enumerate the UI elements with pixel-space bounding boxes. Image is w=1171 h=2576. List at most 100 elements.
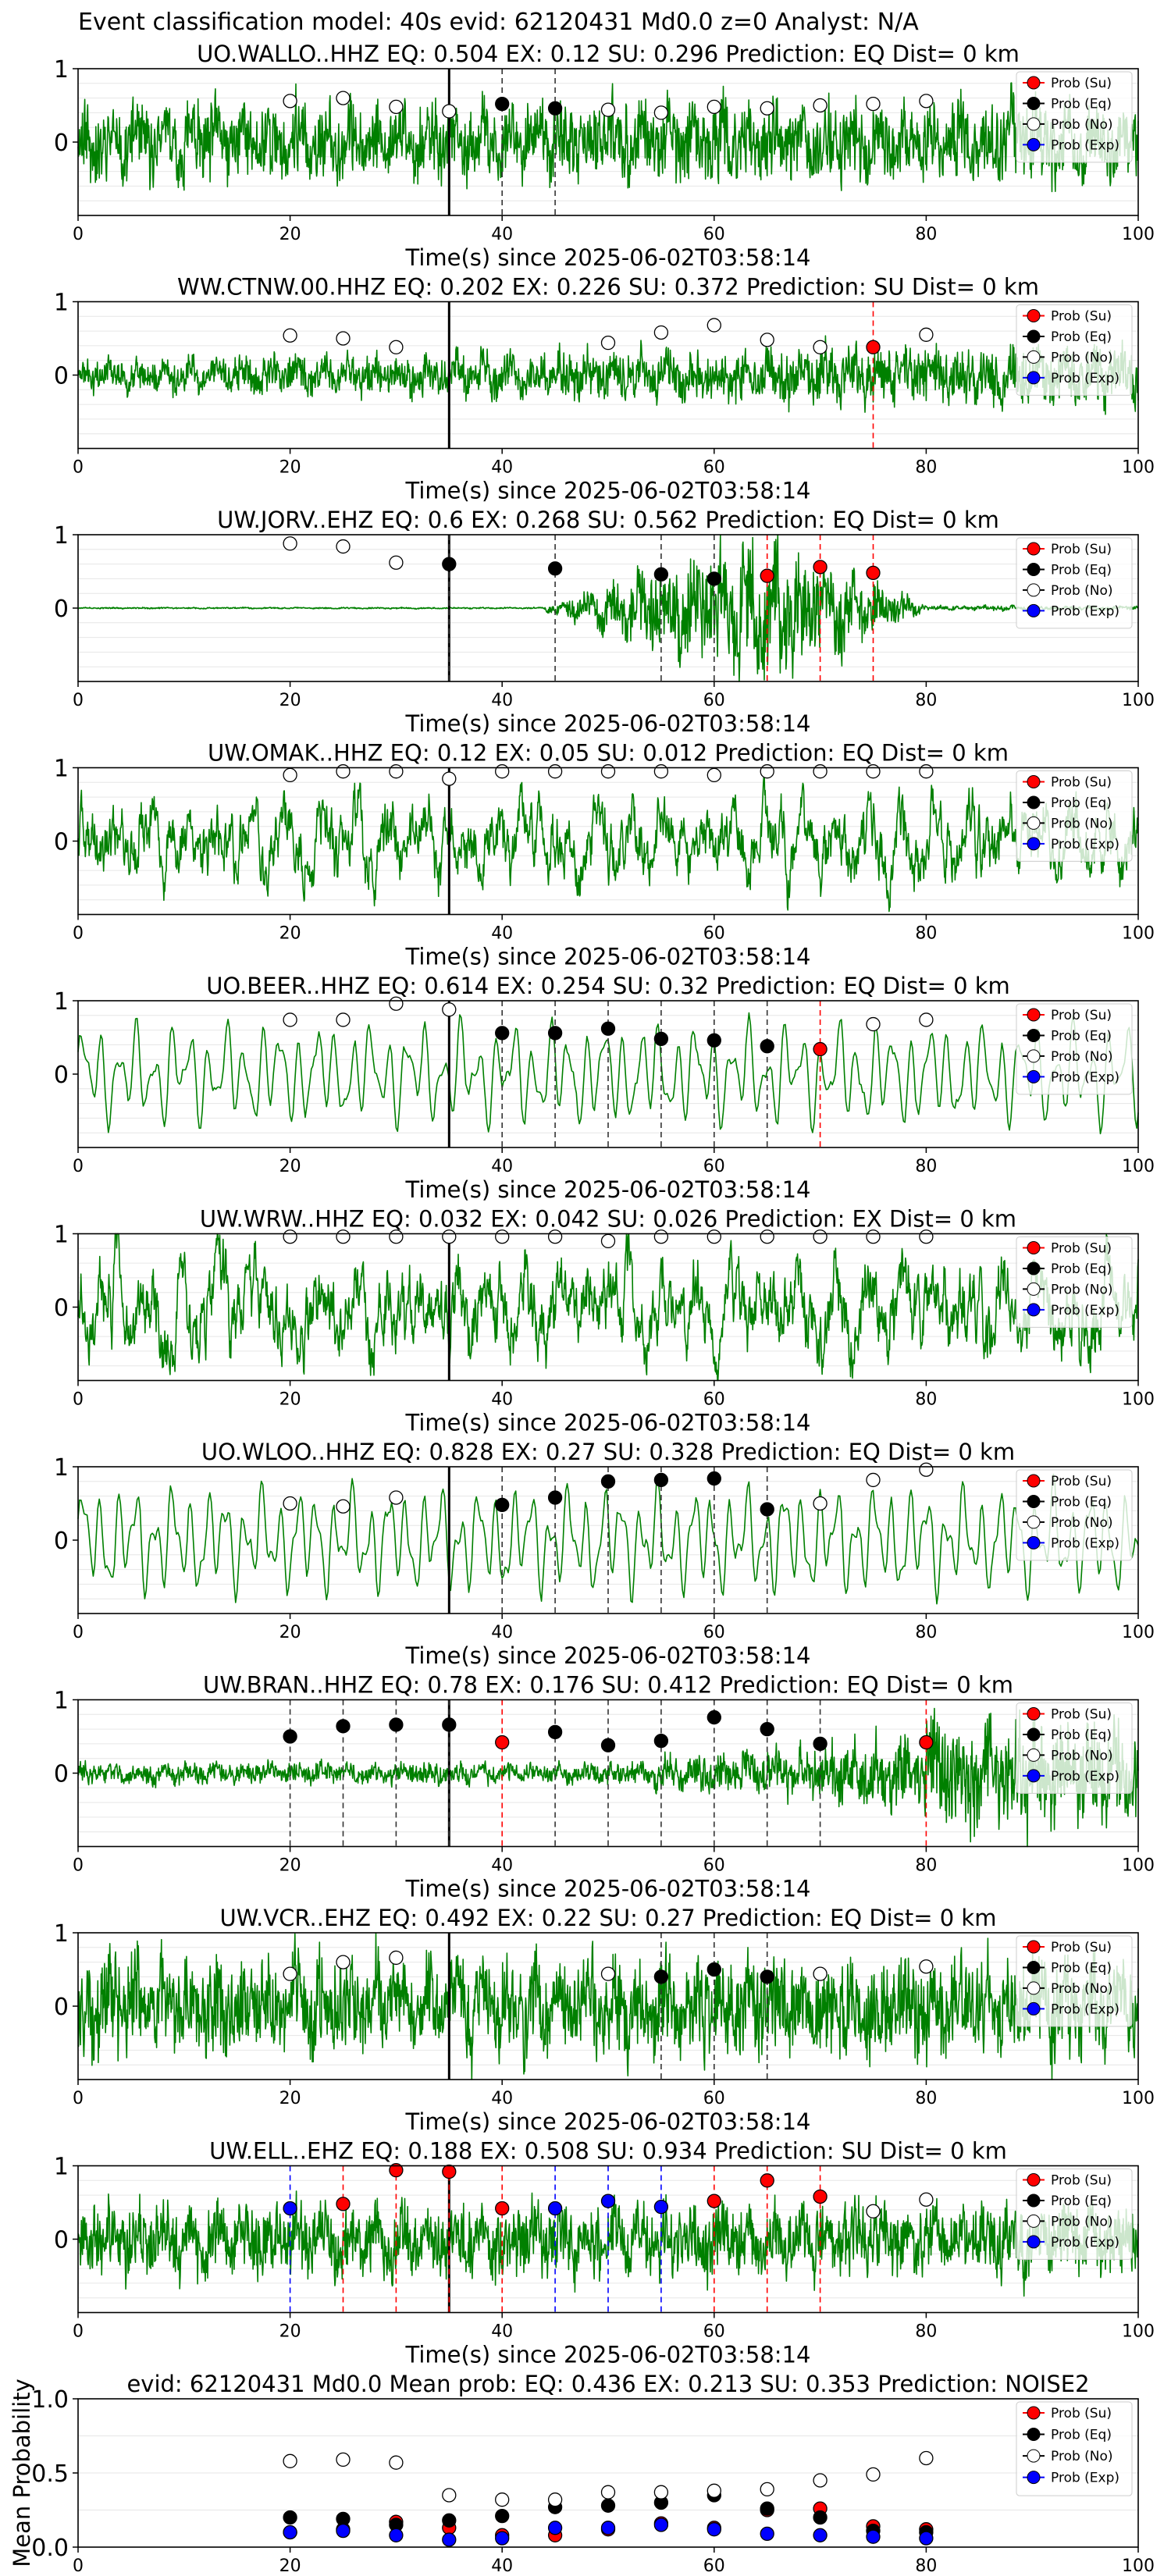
legend-label: Prob (No): [1051, 1282, 1113, 1297]
x-tick-label: 0: [73, 2322, 84, 2342]
legend-marker: [1027, 795, 1041, 809]
y-tick-label: 0: [54, 1295, 69, 1322]
legend-marker: [1027, 1707, 1041, 1720]
y-tick-label: 1: [54, 1222, 69, 1249]
x-tick-label: 100: [1122, 1623, 1155, 1642]
panel: UW.JORV..EHZ EQ: 0.6 EX: 0.268 SU: 0.562…: [54, 507, 1155, 737]
prob-point: [336, 539, 351, 554]
panel-title: UW.VCR..EHZ EQ: 0.492 EX: 0.22 SU: 0.27 …: [220, 1905, 997, 1931]
x-tick-label: 20: [279, 924, 301, 944]
legend-label: Prob (Eq): [1051, 2428, 1112, 2443]
prob-point: [389, 2162, 404, 2178]
panel: UW.VCR..EHZ EQ: 0.492 EX: 0.22 SU: 0.27 …: [54, 1905, 1155, 2135]
prob-point: [760, 1039, 774, 1054]
x-tick-label: 20: [279, 691, 301, 710]
prob-point: [495, 764, 510, 779]
legend-box: [1016, 71, 1133, 163]
mean-prob-point: [653, 2485, 669, 2500]
prob-point: [600, 2194, 616, 2208]
prob-point: [442, 2164, 457, 2179]
legend-label: Prob (Exp): [1051, 137, 1119, 153]
mean-prob-point: [283, 2524, 297, 2540]
legend-marker: [1027, 603, 1041, 617]
legend-marker: [1027, 562, 1041, 576]
prob-point: [336, 1229, 351, 1244]
prob-point: [442, 1229, 457, 1244]
panel-title: UO.WLOO..HHZ EQ: 0.828 EX: 0.27 SU: 0.32…: [201, 1439, 1015, 1465]
x-tick-label: 80: [915, 458, 937, 478]
x-axis-label: Time(s) since 2025-06-02T03:58:14: [405, 478, 811, 504]
legend-label: Prob (Exp): [1051, 837, 1119, 852]
legend-label: Prob (No): [1051, 583, 1113, 599]
mean-prob-point: [760, 2501, 774, 2516]
legend-label: Prob (Exp): [1051, 2235, 1119, 2250]
prob-point: [866, 1016, 881, 1032]
prob-point: [760, 1969, 774, 1984]
panel: UW.BRAN..HHZ EQ: 0.78 EX: 0.176 SU: 0.41…: [54, 1672, 1155, 1902]
mean-prob-point: [283, 2453, 297, 2468]
panel: UW.WRW..HHZ EQ: 0.032 EX: 0.042 SU: 0.02…: [54, 1206, 1155, 1436]
legend-label: Prob (Eq): [1051, 1727, 1112, 1743]
mean-prob-point: [866, 2467, 881, 2482]
mean-prob-point: [442, 2513, 457, 2528]
prob-point: [336, 1719, 351, 1734]
prob-point: [813, 1229, 828, 1244]
y-tick-label: 0: [54, 596, 69, 623]
legend-label: Prob (Su): [1051, 2173, 1112, 2189]
x-tick-label: 0: [73, 225, 84, 244]
prob-point: [336, 1955, 351, 1969]
prob-point: [336, 1012, 351, 1027]
prob-point: [442, 771, 457, 786]
prob-point: [707, 1962, 721, 1977]
legend-box: [1016, 2401, 1133, 2496]
x-axis-label: Time(s) since 2025-06-02T03:58:14: [405, 2108, 811, 2135]
mean-prob-point: [760, 2482, 774, 2497]
prob-point: [813, 1966, 828, 1981]
prob-point: [813, 1041, 828, 1057]
prob-point: [389, 764, 404, 779]
y-tick-label: 1.0: [31, 2386, 69, 2414]
prob-point: [813, 560, 828, 575]
legend-marker: [1027, 1049, 1041, 1063]
prob-point: [600, 335, 616, 350]
prob-point: [707, 767, 721, 783]
legend-label: Prob (Su): [1051, 76, 1112, 91]
prob-point: [283, 1496, 297, 1511]
legend-box: [1016, 2169, 1133, 2260]
legend-marker: [1027, 1769, 1041, 1783]
legend-label: Prob (No): [1051, 816, 1113, 831]
mean-prob-point: [389, 2528, 404, 2542]
panel-title: UW.BRAN..HHZ EQ: 0.78 EX: 0.176 SU: 0.41…: [203, 1672, 1013, 1699]
y-tick-label: 0.5: [31, 2460, 69, 2488]
y-tick-label: 1: [54, 988, 69, 1016]
waveform-trace: [77, 1932, 1139, 2080]
legend-label: Prob (Su): [1051, 1008, 1112, 1023]
prob-point: [442, 1002, 457, 1017]
legend-marker: [1027, 583, 1041, 597]
x-axis-label: Time(s) since 2025-06-02T03:58:14: [405, 1176, 811, 1203]
legend-marker: [1027, 2214, 1041, 2228]
prob-point: [600, 764, 616, 779]
legend-label: Prob (No): [1051, 2214, 1113, 2229]
prob-point: [336, 331, 351, 346]
x-tick-label: 20: [279, 1623, 301, 1642]
x-tick-label: 0: [73, 924, 84, 944]
y-tick-label: 0: [54, 1062, 69, 1089]
x-tick-label: 40: [491, 1157, 513, 1176]
prob-point: [760, 2173, 774, 2188]
mean-prob-point: [336, 2452, 351, 2467]
x-tick-label: 40: [491, 1390, 513, 1410]
prob-point: [919, 327, 934, 342]
x-tick-label: 80: [915, 2322, 937, 2342]
prob-point: [336, 764, 351, 779]
prob-point: [442, 557, 457, 571]
prob-point: [866, 96, 881, 112]
prob-point: [813, 1496, 828, 1511]
prob-point: [389, 1490, 404, 1505]
legend-marker: [1027, 1535, 1041, 1550]
panel: UW.ELL..EHZ EQ: 0.188 EX: 0.508 SU: 0.93…: [54, 2138, 1155, 2368]
x-tick-label: 80: [915, 1623, 937, 1642]
waveform-trace: [77, 335, 1139, 415]
y-tick-label: 1: [54, 2154, 69, 2181]
legend-marker: [1027, 371, 1041, 385]
